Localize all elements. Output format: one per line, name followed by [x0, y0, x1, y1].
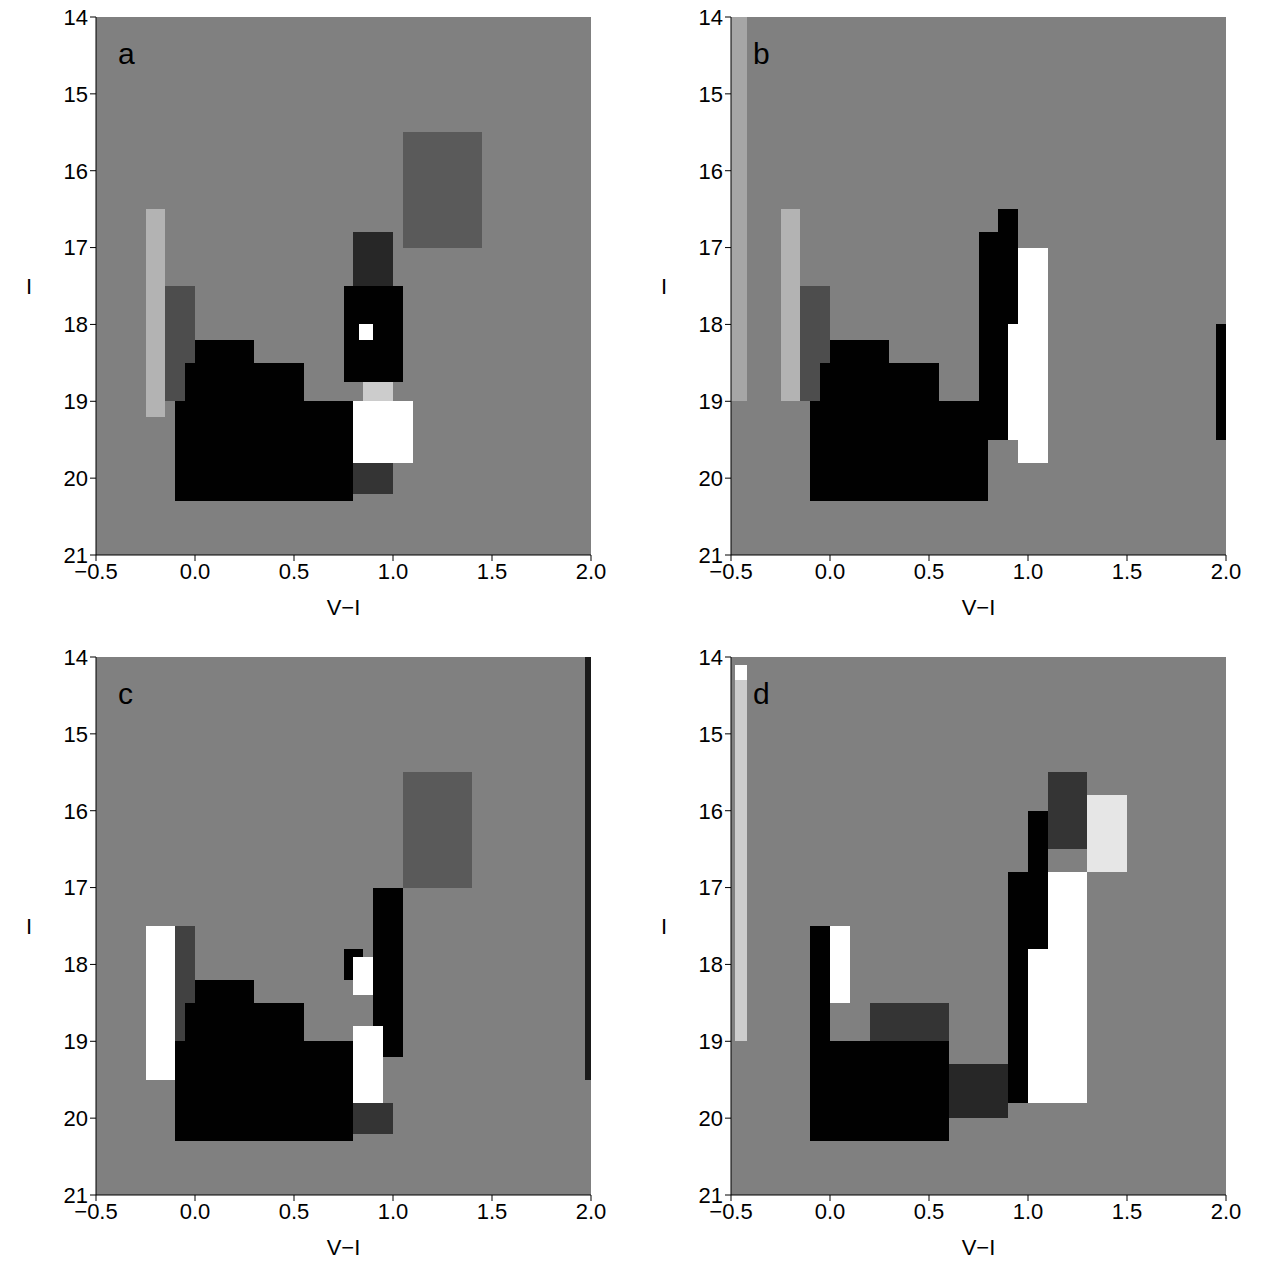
- svg-text:2.0: 2.0: [1211, 1199, 1242, 1224]
- svg-text:17: 17: [64, 235, 88, 260]
- svg-text:19: 19: [699, 389, 723, 414]
- svg-text:16: 16: [699, 159, 723, 184]
- html-text:a: a: [118, 37, 135, 70]
- svg-text:17: 17: [699, 875, 723, 900]
- svg-text:15: 15: [699, 722, 723, 747]
- svg-text:2.0: 2.0: [1211, 559, 1242, 584]
- svg-text:20: 20: [64, 1106, 88, 1131]
- svg-text:1.0: 1.0: [378, 1199, 409, 1224]
- svg-text:20: 20: [64, 466, 88, 491]
- svg-text:−0.5: −0.5: [709, 1198, 753, 1224]
- svg-text:1.0: 1.0: [378, 559, 409, 584]
- svg-text:V−I: V−I: [327, 1235, 361, 1260]
- svg-text:16: 16: [64, 159, 88, 184]
- svg-text:17: 17: [64, 875, 88, 900]
- svg-text:0.0: 0.0: [180, 1199, 211, 1224]
- svg-text:−0.5: −0.5: [709, 558, 753, 584]
- svg-text:I: I: [661, 274, 667, 299]
- svg-text:1.5: 1.5: [1112, 559, 1143, 584]
- svg-text:17: 17: [699, 235, 723, 260]
- svg-text:18: 18: [64, 952, 88, 977]
- svg-text:I: I: [26, 914, 32, 939]
- html-text:c: c: [118, 677, 133, 710]
- svg-text:I: I: [661, 914, 667, 939]
- svg-text:20: 20: [699, 1106, 723, 1131]
- svg-text:0.5: 0.5: [914, 559, 945, 584]
- svg-text:16: 16: [64, 799, 88, 824]
- svg-text:V−I: V−I: [327, 595, 361, 620]
- svg-text:21: 21: [64, 1183, 88, 1208]
- svg-text:1.5: 1.5: [1112, 1199, 1143, 1224]
- svg-text:21: 21: [699, 1183, 723, 1208]
- svg-text:I: I: [26, 274, 32, 299]
- svg-text:15: 15: [64, 82, 88, 107]
- svg-text:20: 20: [699, 466, 723, 491]
- svg-text:19: 19: [64, 389, 88, 414]
- svg-text:19: 19: [64, 1029, 88, 1054]
- svg-text:15: 15: [699, 82, 723, 107]
- svg-text:16: 16: [699, 799, 723, 824]
- svg-text:1.5: 1.5: [477, 559, 508, 584]
- svg-text:0.5: 0.5: [279, 559, 310, 584]
- svg-text:0.0: 0.0: [180, 559, 211, 584]
- svg-text:14: 14: [699, 5, 723, 30]
- svg-text:2.0: 2.0: [576, 1199, 607, 1224]
- svg-text:0.0: 0.0: [815, 559, 846, 584]
- svg-text:18: 18: [64, 312, 88, 337]
- svg-text:1.5: 1.5: [477, 1199, 508, 1224]
- html-text:d: d: [753, 677, 770, 710]
- svg-text:1.0: 1.0: [1013, 559, 1044, 584]
- svg-text:21: 21: [699, 543, 723, 568]
- svg-text:−0.5: −0.5: [74, 558, 118, 584]
- svg-text:0.0: 0.0: [815, 1199, 846, 1224]
- html-text:b: b: [753, 37, 770, 70]
- svg-text:19: 19: [699, 1029, 723, 1054]
- svg-text:−0.5: −0.5: [74, 1198, 118, 1224]
- svg-text:2.0: 2.0: [576, 559, 607, 584]
- svg-text:14: 14: [64, 5, 88, 30]
- svg-text:15: 15: [64, 722, 88, 747]
- svg-text:0.5: 0.5: [914, 1199, 945, 1224]
- svg-text:0.5: 0.5: [279, 1199, 310, 1224]
- svg-text:1.0: 1.0: [1013, 1199, 1044, 1224]
- svg-text:V−I: V−I: [962, 595, 996, 620]
- svg-text:14: 14: [64, 645, 88, 670]
- svg-text:21: 21: [64, 543, 88, 568]
- svg-text:V−I: V−I: [962, 1235, 996, 1260]
- svg-text:18: 18: [699, 312, 723, 337]
- svg-text:14: 14: [699, 645, 723, 670]
- svg-text:18: 18: [699, 952, 723, 977]
